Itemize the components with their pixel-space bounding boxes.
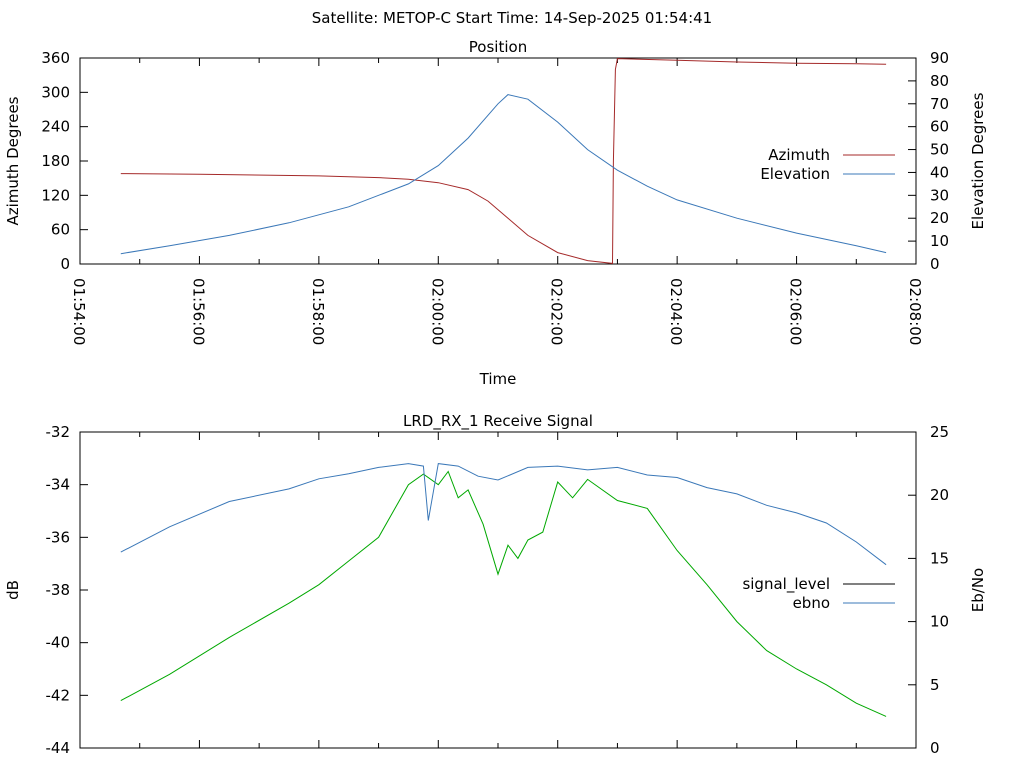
- legend-label: ebno: [793, 594, 830, 612]
- y2-tick-label: 70: [930, 95, 949, 113]
- y2-tick-label: 80: [930, 72, 949, 90]
- x-tick-label: 02:00:00: [428, 278, 446, 345]
- y2-tick-label: 10: [930, 613, 949, 631]
- y-tick-label: -40: [46, 634, 71, 652]
- x-tick-label: 01:54:00: [70, 278, 88, 345]
- position-chart: Position 01:54:00 01:56:00 01:58:00 02:00:00…: [4, 38, 987, 388]
- y2-tick-label: 20: [930, 486, 949, 504]
- y-tick-label: -34: [46, 476, 71, 494]
- y-tick-label: 300: [41, 83, 70, 101]
- y-tick-label: 360: [41, 49, 70, 67]
- legend-label: Elevation: [760, 165, 830, 183]
- chart-title: Position: [469, 38, 527, 56]
- y2-tick-label: 0: [930, 739, 940, 757]
- y2-tick-label: 25: [930, 423, 949, 441]
- x-tick-label: 02:06:00: [787, 278, 805, 345]
- y2-axis-label: Elevation Degrees: [969, 92, 987, 229]
- y-tick-label: 60: [51, 221, 70, 239]
- x-tick-label: 02:02:00: [548, 278, 566, 345]
- y-tick-label: -36: [46, 528, 71, 546]
- x-tick-label: 02:04:00: [667, 278, 685, 345]
- y-tick-label: -32: [46, 423, 71, 441]
- y2-tick-label: 50: [930, 141, 949, 159]
- series-line-azimuth: [120, 58, 887, 264]
- y-tick-label: 180: [41, 152, 70, 170]
- series-line-ebno: [120, 463, 887, 566]
- y-axis-label: dB: [4, 580, 22, 600]
- series-line-signal-level: [120, 470, 887, 717]
- y2-axis-label: Eb/No: [969, 568, 987, 612]
- legend-label: Azimuth: [768, 146, 830, 164]
- x-tick-label: 01:56:00: [189, 278, 207, 345]
- y-tick-label: 0: [60, 255, 70, 273]
- y-tick-label: 240: [41, 118, 70, 136]
- y2-tick-label: 10: [930, 232, 949, 250]
- y2-tick-label: 30: [930, 186, 949, 204]
- y-tick-label: -38: [46, 581, 71, 599]
- x-axis-label: Time: [479, 370, 517, 388]
- y-tick-label: -44: [46, 739, 71, 757]
- receive-signal-chart: LRD_RX_1 Receive Signal -44 -42 -40 -38 -36 -3…: [4, 412, 987, 757]
- y2-tick-label: 20: [930, 209, 949, 227]
- x-tick-label: 02:08:00: [906, 278, 924, 345]
- y-axis-label: Azimuth Degrees: [4, 96, 22, 225]
- chart-title: LRD_RX_1 Receive Signal: [403, 412, 593, 431]
- y2-tick-label: 40: [930, 163, 949, 181]
- legend-label: signal_level: [742, 575, 830, 594]
- y-tick-label: 120: [41, 186, 70, 204]
- y2-tick-label: 60: [930, 118, 949, 136]
- y2-tick-label: 5: [930, 676, 940, 694]
- y2-tick-label: 90: [930, 49, 949, 67]
- x-tick-label: 01:58:00: [309, 278, 327, 345]
- series-line-elevation: [120, 94, 887, 255]
- page-title: Satellite: METOP-C Start Time: 14-Sep-20…: [312, 9, 712, 27]
- y2-tick-label: 0: [930, 255, 940, 273]
- y-tick-label: -42: [46, 686, 71, 704]
- y2-tick-label: 15: [930, 549, 949, 567]
